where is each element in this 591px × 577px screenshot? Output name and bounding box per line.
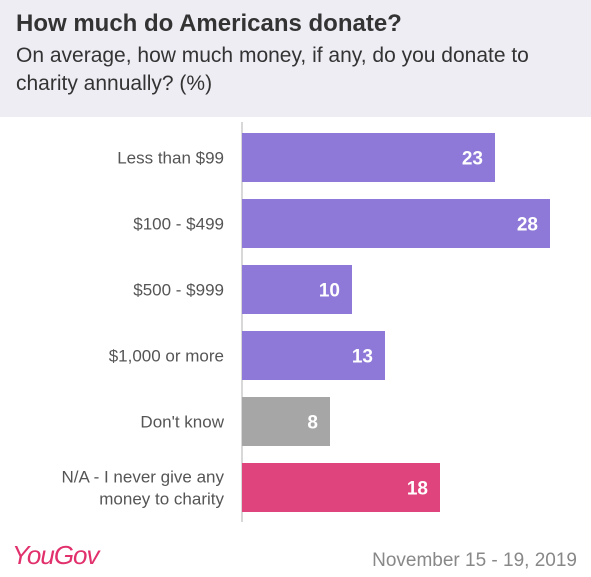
- header-panel: How much do Americans donate? On average…: [0, 0, 591, 117]
- data-label: 28: [517, 215, 538, 236]
- bar: [242, 265, 352, 314]
- data-label: 23: [462, 149, 483, 170]
- category-label: money to charity: [99, 490, 224, 509]
- data-label: 18: [407, 479, 428, 500]
- chart-title: How much do Americans donate?: [16, 10, 402, 37]
- bar: [242, 397, 330, 446]
- category-label: $500 - $999: [133, 281, 224, 300]
- category-label: Less than $99: [117, 149, 224, 168]
- bar: [242, 133, 495, 182]
- category-label: N/A - I never give any: [61, 468, 224, 487]
- category-label: Don't know: [140, 413, 224, 432]
- category-label: $100 - $499: [133, 215, 224, 234]
- chart-subtitle: On average, how much money, if any, do y…: [16, 44, 529, 95]
- category-label: $1,000 or more: [109, 347, 224, 366]
- data-label: 13: [352, 347, 373, 368]
- bar: [242, 463, 440, 512]
- yougov-logo: YouGov: [12, 540, 100, 570]
- survey-date: November 15 - 19, 2019: [372, 550, 577, 571]
- bar: [242, 331, 385, 380]
- bar-chart: 23 Less than $99 28 $100 - $499 10 $500 - $99…: [61, 122, 550, 522]
- data-label: 8: [307, 413, 318, 434]
- bar: [242, 199, 550, 248]
- data-label: 10: [319, 281, 340, 302]
